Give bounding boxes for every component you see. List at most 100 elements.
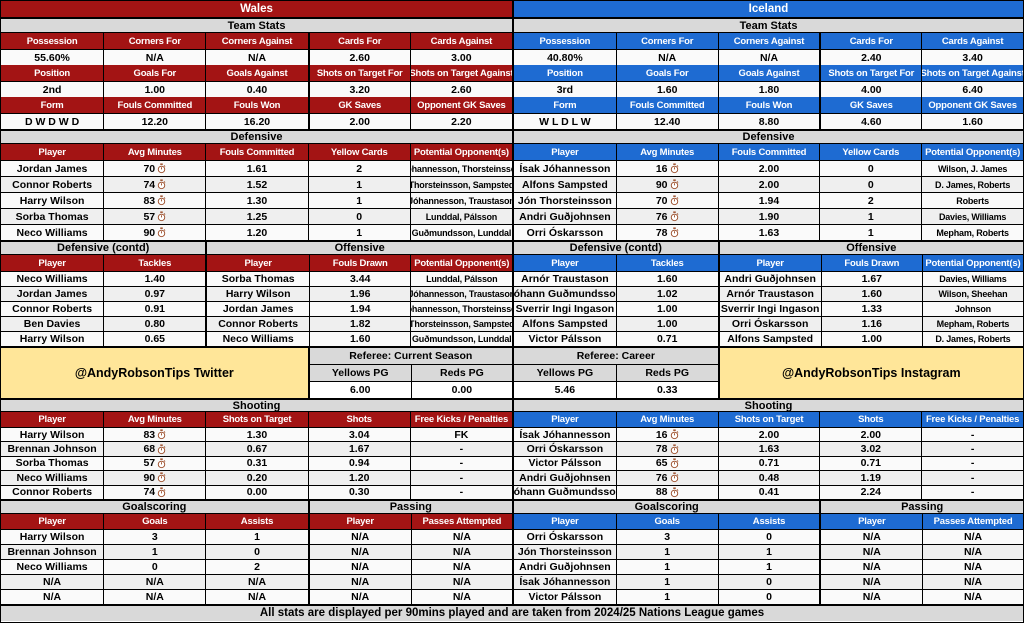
defensive-contd-table: Defensive (contd) Player Tackles Neco Wi… xyxy=(1,240,206,346)
table-row: Connor Roberts 1.82 Thorsteinsson, Samps… xyxy=(207,316,512,331)
stat-value: 2.60 xyxy=(409,82,512,97)
table-row: Andri Guðjohnsen 76 1.90 1 Davies, Willi… xyxy=(514,208,1023,224)
goalscoring-header-row: Player Goals Assists xyxy=(514,513,820,529)
column-header: Assists xyxy=(205,513,307,529)
player-cell: Ben Davies xyxy=(23,318,81,330)
section-title-passing: Passing xyxy=(309,498,512,514)
passing-header-row: Player Passes Attempted xyxy=(309,513,512,529)
assists-cell: 1 xyxy=(205,529,307,544)
column-header: Fouls Committed xyxy=(205,144,307,160)
stopwatch-icon xyxy=(157,227,166,238)
player-cell: Sverrir Ingi Ingason xyxy=(515,303,615,315)
fouls-drawn-cell: 1.94 xyxy=(308,302,411,316)
stat-value: 1.60 xyxy=(921,114,1023,129)
player-cell: N/A xyxy=(862,560,881,573)
column-header: Shots xyxy=(307,412,410,427)
column-header: GK Saves xyxy=(819,97,921,113)
player-cell: Jóhann Guðmundsson xyxy=(514,288,616,300)
table-row: Jón Thorsteinsson 70 1.94 2 Roberts xyxy=(514,192,1023,208)
stopwatch-icon xyxy=(670,195,678,206)
player-cell: N/A xyxy=(351,560,370,573)
fouls-drawn-cell: 1.67 xyxy=(820,272,922,286)
column-header: Cards Against xyxy=(409,33,512,49)
free-kicks-cell: - xyxy=(921,485,1023,499)
stat-value: 12.40 xyxy=(615,114,718,129)
referee-career-headers: Yellows PG Reds PG xyxy=(514,365,718,382)
minutes-cell: 70 xyxy=(615,193,718,208)
stat-value: 12.20 xyxy=(103,114,205,129)
minutes-cell: 68 xyxy=(103,442,205,456)
column-header: Goals xyxy=(103,513,205,529)
defensive-contd-header-row: Player Tackles xyxy=(514,255,718,271)
column-header: Opponent GK Saves xyxy=(409,97,512,113)
table-row: Arnór Traustason 1.60 Wilson, Sheehan xyxy=(719,286,1023,301)
column-header: Potential Opponent(s) xyxy=(921,144,1023,160)
table-row: N/A N/A xyxy=(309,588,512,604)
assists-cell: 0 xyxy=(205,544,307,559)
player-cell: N/A xyxy=(351,575,370,588)
column-header: Player xyxy=(551,257,579,269)
fouls-drawn-cell: 1.60 xyxy=(820,287,922,301)
social-instagram-box: @AndyRobsonTips Instagram xyxy=(717,348,1023,398)
team-name: Iceland xyxy=(748,3,789,15)
stopwatch-icon xyxy=(157,195,166,206)
assists-cell: 1 xyxy=(717,544,820,559)
tackles-cell: 0.91 xyxy=(103,302,205,316)
table-row: N/A N/A xyxy=(821,543,1023,559)
column-header: Passes Attempted xyxy=(410,513,512,529)
player-cell: Arnór Traustason xyxy=(726,288,814,300)
assists-cell: N/A xyxy=(205,574,307,589)
assists-cell: 0 xyxy=(717,574,820,589)
column-header: Corners For xyxy=(615,33,718,49)
stopwatch-icon xyxy=(157,429,166,440)
fouls-drawn-cell: 1.82 xyxy=(308,317,411,331)
shots-on-target-cell: 1.63 xyxy=(717,442,820,456)
opponents-cell: Davies, Williams xyxy=(921,209,1023,224)
minutes-value: 90 xyxy=(655,178,668,191)
stopwatch-icon xyxy=(157,487,166,497)
column-header: Free Kicks / Penalties xyxy=(409,412,512,427)
stopwatch-icon xyxy=(670,227,678,238)
team-stats-header-row-1: Possession Corners For Corners Against C… xyxy=(514,33,1023,49)
column-header: Potential Opponent(s) xyxy=(921,255,1023,271)
table-row: Harry Wilson 0.65 xyxy=(1,331,206,346)
table-row: Orri Óskarsson 3 0 xyxy=(514,528,820,544)
player-cell: Brennan Johnson xyxy=(7,443,97,456)
fouls-drawn-cell: 1.96 xyxy=(308,287,411,301)
column-header: Yellow Cards xyxy=(307,144,410,160)
column-header: Shots xyxy=(819,412,921,427)
reds-pg-value: 0.00 xyxy=(410,382,512,398)
minutes-value: 57 xyxy=(143,457,156,470)
minutes-value: 83 xyxy=(143,194,156,207)
fouls-committed-cell: 1.94 xyxy=(717,193,820,208)
defensive-contd-rows: Arnór Traustason 1.60 Jóhann Guðmundsson… xyxy=(514,271,718,346)
minutes-cell: 90 xyxy=(615,177,718,192)
stopwatch-icon xyxy=(670,472,678,483)
player-cell: Jordan James xyxy=(222,303,294,315)
player-cell: Harry Wilson xyxy=(19,333,85,345)
tackles-cell: 0.97 xyxy=(103,287,205,301)
tackles-cell: 1.60 xyxy=(615,272,718,286)
bottom-halves: Shooting Player Avg Minutes Shots on Tar… xyxy=(1,398,1023,604)
player-cell: Victor Pálsson xyxy=(528,333,602,345)
yellow-cards-cell: 0 xyxy=(819,161,921,176)
reds-pg-label: Reds PG xyxy=(410,365,512,381)
table-row: N/A N/A xyxy=(309,558,512,574)
stat-value: 0.40 xyxy=(205,82,307,97)
stat-value: 2nd xyxy=(42,83,62,96)
twitter-handle: @AndyRobsonTips Twitter xyxy=(74,366,234,380)
shooting-rows: Harry Wilson 83 1.30 3.04 FK xyxy=(1,427,512,499)
minutes-cell: 78 xyxy=(615,442,718,456)
column-header: Yellow Cards xyxy=(819,144,921,160)
player-cell: Ísak Jóhannesson xyxy=(519,575,611,588)
yellows-pg-value: 6.00 xyxy=(349,384,371,396)
team-stats-value-row-2: 3rd 1.60 1.80 4.00 6.40 xyxy=(514,81,1023,97)
yellow-cards-cell: 2 xyxy=(819,193,921,208)
table-row: Orri Óskarsson 1.16 Mepham, Roberts xyxy=(719,316,1023,331)
goalscoring-rows: Harry Wilson 3 1 Brennan Johnson 1 0 xyxy=(1,528,308,604)
shots-cell: 2.00 xyxy=(819,428,921,442)
column-header: GK Saves xyxy=(307,97,410,113)
column-header: Player xyxy=(38,414,66,425)
stat-value: N/A xyxy=(103,50,205,65)
opponents-cell: Thorsteinsson, Sampsted xyxy=(409,177,512,192)
